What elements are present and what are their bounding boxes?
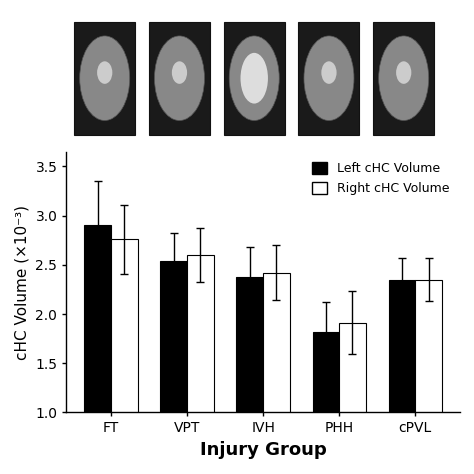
FancyBboxPatch shape xyxy=(149,22,210,135)
Bar xyxy=(237,277,263,474)
Bar xyxy=(415,280,442,474)
FancyBboxPatch shape xyxy=(74,22,135,135)
Ellipse shape xyxy=(304,36,354,120)
Ellipse shape xyxy=(172,61,187,84)
Bar xyxy=(339,323,366,474)
Ellipse shape xyxy=(240,53,268,104)
Bar xyxy=(312,332,339,474)
Bar xyxy=(389,280,415,474)
FancyBboxPatch shape xyxy=(373,22,434,135)
X-axis label: Injury Group: Injury Group xyxy=(200,441,327,459)
Ellipse shape xyxy=(396,61,411,84)
Legend: Left cHC Volume, Right cHC Volume: Left cHC Volume, Right cHC Volume xyxy=(309,158,454,199)
FancyBboxPatch shape xyxy=(299,22,359,135)
Ellipse shape xyxy=(155,36,204,120)
Ellipse shape xyxy=(379,36,428,120)
Ellipse shape xyxy=(97,61,112,84)
Bar xyxy=(263,273,290,474)
Ellipse shape xyxy=(246,61,262,84)
Bar xyxy=(187,255,214,474)
Ellipse shape xyxy=(229,36,279,120)
Bar xyxy=(160,261,187,474)
Bar xyxy=(84,226,111,474)
Ellipse shape xyxy=(80,36,130,120)
Bar xyxy=(111,239,137,474)
Y-axis label: cHC Volume (×10⁻³): cHC Volume (×10⁻³) xyxy=(15,204,30,360)
Ellipse shape xyxy=(321,61,337,84)
FancyBboxPatch shape xyxy=(224,22,285,135)
